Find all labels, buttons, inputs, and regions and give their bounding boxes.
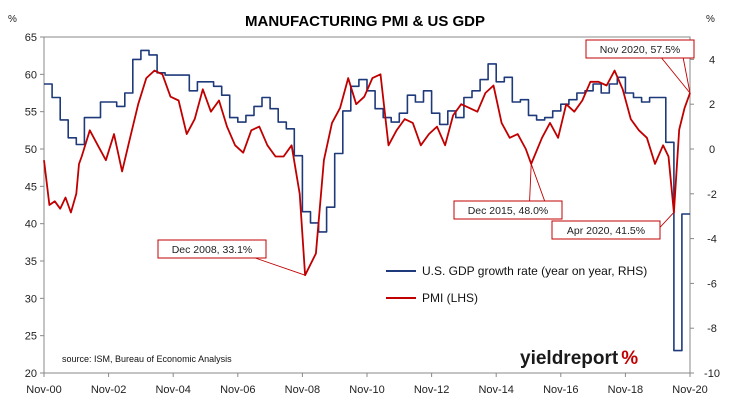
x-tick-label: Nov-06	[220, 384, 255, 396]
legend-label-pmi: PMI (LHS)	[422, 291, 478, 305]
legend-label-gdp: U.S. GDP growth rate (year on year, RHS)	[422, 264, 647, 278]
annotation-leader-line	[661, 57, 691, 94]
x-tick-label: Nov-10	[349, 384, 384, 396]
annotation-layer: Dec 2008, 33.1% Dec 2015, 48.0% Apr 2020, …	[157, 39, 695, 276]
left-tick-label: 45	[25, 181, 37, 193]
x-tick-label: Nov-04	[155, 384, 190, 396]
left-tick-label: 30	[25, 293, 37, 305]
annotation-label: Nov 2020, 57.5%	[600, 44, 681, 56]
left-axis-unit: %	[8, 14, 17, 25]
brand-text: yieldreport	[520, 348, 619, 369]
x-tick-label: Nov-20	[672, 384, 707, 396]
right-tick-label: 4	[709, 54, 715, 66]
left-tick-label: 40	[25, 219, 37, 231]
annotation-leader-line	[682, 57, 691, 94]
brand-percent-mark: %	[621, 348, 638, 369]
left-tick-label: 25	[25, 331, 37, 343]
left-tick-label: 50	[25, 144, 37, 156]
annotation-label: Apr 2020, 41.5%	[567, 225, 645, 237]
left-tick-label: 60	[25, 69, 37, 81]
annotation-box	[551, 220, 661, 240]
right-tick-label: -4	[707, 234, 717, 246]
yieldreport-logo: yieldreport%	[520, 348, 638, 369]
series-layer	[43, 49, 691, 352]
left-tick-label: 55	[25, 107, 37, 119]
gdp-series-line	[44, 49, 690, 352]
annotation-leader-line	[529, 163, 532, 202]
annotation-box	[157, 239, 267, 259]
legend: U.S. GDP growth rate (year on year, RHS)…	[386, 264, 647, 305]
x-axis-ticks: Nov-00 Nov-02 Nov-04 Nov-06 Nov-08 Nov-10 Nov-…	[26, 373, 708, 396]
annotation-label: Dec 2015, 48.0%	[468, 205, 549, 217]
right-axis-unit: %	[706, 14, 715, 25]
right-tick-label: -8	[707, 323, 717, 335]
right-tick-label: 2	[709, 99, 715, 111]
x-tick-label: Nov-02	[91, 384, 126, 396]
right-tick-label: 0	[709, 144, 715, 156]
x-tick-label: Nov-12	[414, 384, 449, 396]
right-tick-label: -6	[707, 278, 717, 290]
source-note: source: ISM, Bureau of Economic Analysis	[62, 354, 232, 364]
right-tick-label: -10	[704, 368, 720, 380]
brand-wordmark: yieldreport%	[520, 348, 638, 369]
annotation-box	[453, 200, 563, 220]
left-tick-label: 20	[25, 368, 37, 380]
left-tick-label: 65	[25, 32, 37, 44]
right-axis-ticks: -10 -8 -6 -4 -2 0 2 4	[690, 54, 720, 380]
annotation-box	[585, 39, 695, 59]
x-tick-label: Nov-14	[478, 384, 513, 396]
left-axis-ticks: 20 25 30 35 40 45 50 55 60 65	[25, 32, 44, 380]
x-tick-label: Nov-18	[608, 384, 643, 396]
pmi-series-line	[43, 69, 691, 277]
annotation-callout: Nov 2020, 57.5%	[585, 39, 695, 94]
left-tick-label: 35	[25, 256, 37, 268]
x-tick-label: Nov-00	[26, 384, 61, 396]
annotation-callout: Apr 2020, 41.5%	[551, 212, 675, 240]
annotation-leader-line	[255, 257, 306, 276]
annotation-label: Dec 2008, 33.1%	[172, 244, 253, 256]
right-tick-label: -2	[707, 189, 717, 201]
x-tick-label: Nov-16	[543, 384, 578, 396]
x-tick-label: Nov-08	[285, 384, 320, 396]
annotation-callout: Dec 2008, 33.1%	[157, 239, 306, 276]
chart-title: MANUFACTURING PMI & US GDP	[245, 13, 485, 30]
annotation-callout: Dec 2015, 48.0%	[453, 163, 563, 220]
